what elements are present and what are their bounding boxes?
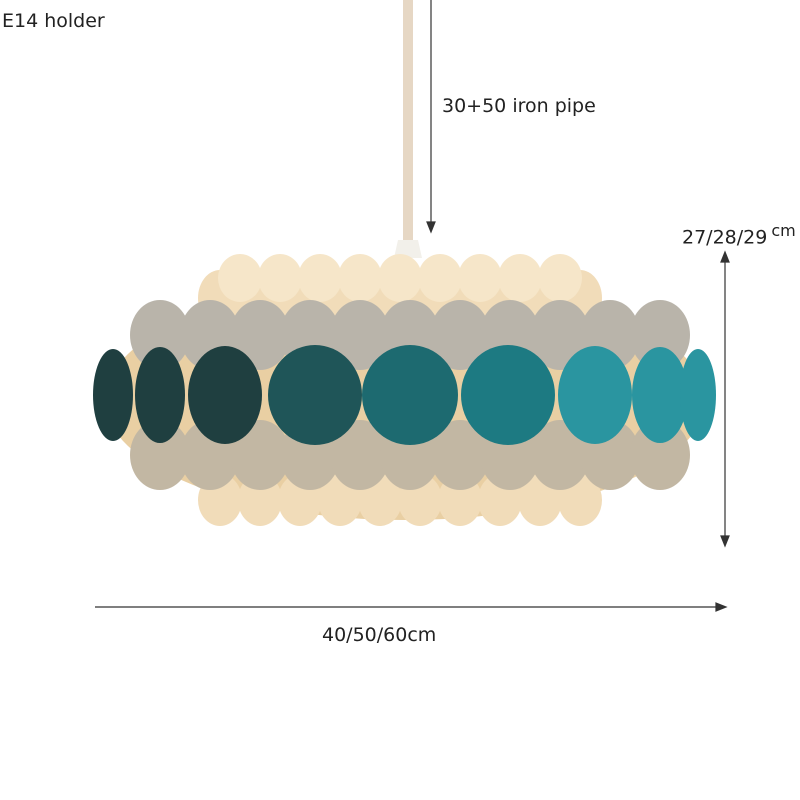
arrowhead	[720, 535, 730, 548]
upper-gray-disc	[230, 300, 290, 370]
top-disc	[458, 254, 502, 302]
upper-gray-disc	[130, 300, 190, 370]
teal-disc	[461, 345, 555, 445]
top-disc	[298, 254, 342, 302]
top-disc	[378, 254, 422, 302]
lower-gray-disc	[130, 420, 190, 490]
holder-label: E14 holder	[2, 10, 105, 32]
lower-gray-disc	[230, 420, 290, 490]
arrowhead	[720, 250, 730, 263]
top-disc	[218, 254, 262, 302]
teal-disc	[188, 346, 262, 444]
height-value: 27/28/29	[682, 226, 768, 249]
teal-disc	[558, 346, 632, 444]
teal-disc	[632, 347, 688, 443]
upper-gray-disc	[330, 300, 390, 370]
teal-disc	[680, 349, 716, 441]
top-disc	[498, 254, 542, 302]
arrowhead	[426, 221, 436, 234]
top-disc	[258, 254, 302, 302]
upper-gray-disc	[630, 300, 690, 370]
canopy	[394, 240, 422, 258]
lower-gray-disc	[330, 420, 390, 490]
upper-gray-disc	[530, 300, 590, 370]
height-unit: cm	[771, 221, 796, 240]
top-disc	[338, 254, 382, 302]
width-label: 40/50/60cm	[322, 624, 437, 646]
lower-gray-disc	[530, 420, 590, 490]
height-label: 27/28/29 cm	[682, 221, 796, 248]
arrowhead	[715, 602, 728, 612]
teal-disc	[93, 349, 133, 441]
upper-gray-disc	[430, 300, 490, 370]
top-disc	[418, 254, 462, 302]
teal-disc	[362, 345, 458, 445]
lower-gray-disc	[630, 420, 690, 490]
pipe-label: 30+50 iron pipe	[442, 95, 596, 117]
teal-disc	[135, 347, 185, 443]
top-disc	[538, 254, 582, 302]
lower-gray-disc	[430, 420, 490, 490]
teal-disc	[268, 345, 362, 445]
iron-pipe	[403, 0, 413, 240]
